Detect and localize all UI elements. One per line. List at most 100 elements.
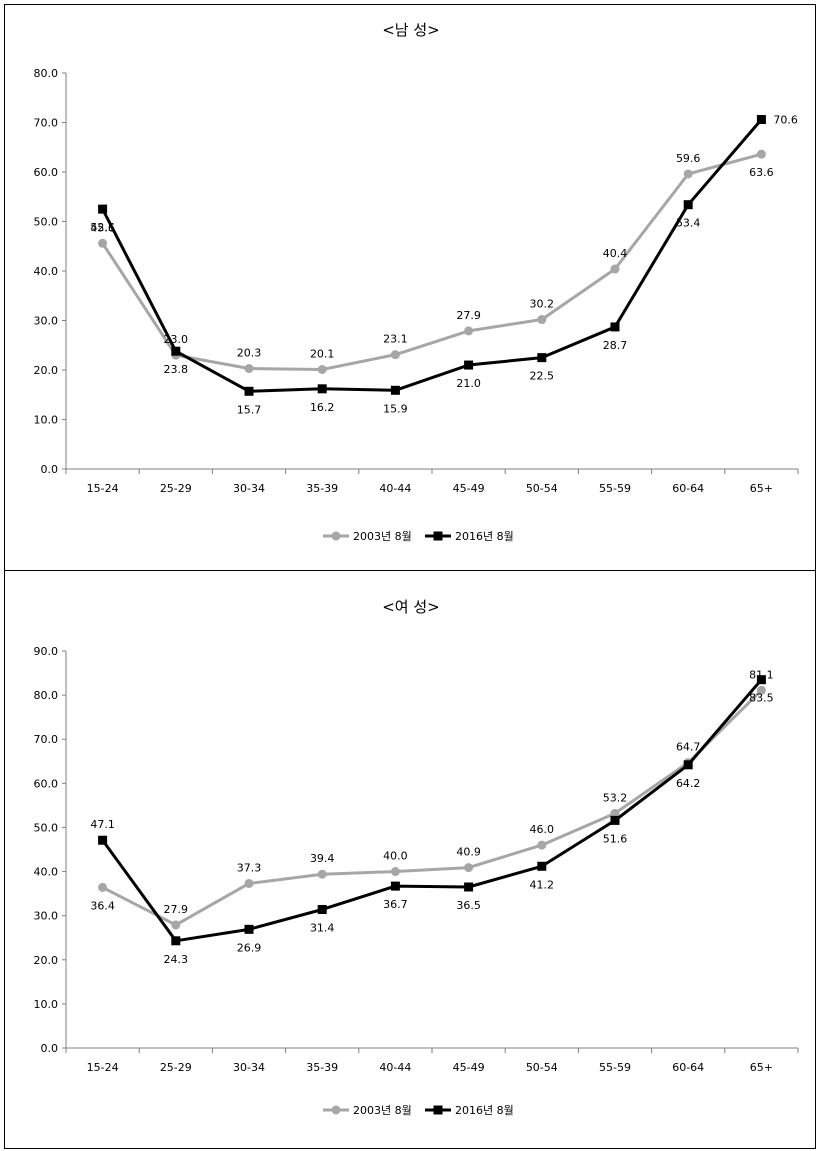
x-tick-label: 55-59 xyxy=(599,482,631,495)
data-label: 22.5 xyxy=(530,370,555,383)
data-point-2016 xyxy=(610,815,620,825)
series-line-2 xyxy=(101,678,763,943)
x-tick-label: 65+ xyxy=(750,1061,773,1074)
data-point-2016 xyxy=(537,861,547,871)
data-point-2003 xyxy=(390,867,400,877)
data-label: 53.4 xyxy=(676,217,701,230)
data-point-2003 xyxy=(464,863,474,873)
legend-label: 2016년 8월 xyxy=(455,530,514,543)
legend-label: 2016년 8월 xyxy=(455,1104,514,1117)
data-point-2003 xyxy=(317,869,327,879)
data-point-2016 xyxy=(390,385,400,395)
data-label: 20.3 xyxy=(237,347,262,360)
x-tick-label: 40-44 xyxy=(379,482,411,495)
legend-marker-square xyxy=(433,1105,443,1115)
data-point-2016 xyxy=(390,881,400,891)
y-tick-label: 80.0 xyxy=(34,67,59,80)
data-label: 39.4 xyxy=(310,852,335,865)
data-label: 21.0 xyxy=(456,377,481,390)
data-point-2003 xyxy=(756,685,766,695)
x-tick-label: 60-64 xyxy=(672,482,704,495)
data-point-2003 xyxy=(390,350,400,360)
data-label: 52.5 xyxy=(90,221,115,234)
x-tick-label: 50-54 xyxy=(526,1061,558,1074)
data-label: 40.4 xyxy=(603,247,628,260)
y-tick-label: 0.0 xyxy=(41,463,59,476)
data-point-2003 xyxy=(756,149,766,159)
data-point-2003 xyxy=(610,264,620,274)
data-label: 26.9 xyxy=(237,941,262,954)
data-label: 16.2 xyxy=(310,401,335,414)
data-label: 31.4 xyxy=(310,921,335,934)
data-label: 81.1 xyxy=(749,668,774,681)
y-tick-label: 70.0 xyxy=(34,733,59,746)
x-tick-label: 35-39 xyxy=(306,482,338,495)
x-tick-label: 35-39 xyxy=(306,1061,338,1074)
chart-title: <여 성> xyxy=(382,598,440,616)
data-label: 36.4 xyxy=(90,899,115,912)
data-point-2016 xyxy=(464,882,474,892)
x-tick-label: 30-34 xyxy=(233,482,265,495)
data-point-2016 xyxy=(171,936,181,946)
data-label: 15.9 xyxy=(383,402,408,415)
data-label: 40.9 xyxy=(456,846,481,859)
data-point-2016 xyxy=(756,675,766,685)
data-point-2016 xyxy=(610,322,620,332)
x-tick-label: 55-59 xyxy=(599,1061,631,1074)
chart-male: <남 성> 0.0 10.0 20.0 30.0 40.0 50.0 60.0 70.0 80.0… xyxy=(34,21,799,543)
data-label: 47.1 xyxy=(90,818,115,831)
data-point-2016 xyxy=(683,760,693,770)
data-point-2003 xyxy=(171,920,181,930)
data-label: 30.2 xyxy=(530,298,555,311)
x-tick-label: 45-49 xyxy=(453,1061,485,1074)
y-tick-label: 90.0 xyxy=(34,645,59,658)
data-point-2003 xyxy=(610,808,620,818)
data-label: 51.6 xyxy=(603,832,628,845)
data-label: 27.9 xyxy=(456,309,481,322)
data-point-2016 xyxy=(317,384,327,394)
y-tick-label: 30.0 xyxy=(34,315,59,328)
y-tick-label: 40.0 xyxy=(34,265,59,278)
y-tick-label: 60.0 xyxy=(34,777,59,790)
data-label: 63.6 xyxy=(749,166,774,179)
series-line-2 xyxy=(101,118,763,393)
data-point-2016 xyxy=(464,360,474,370)
data-point-2003 xyxy=(98,238,108,248)
data-label: 36.5 xyxy=(456,899,481,912)
y-tick-label: 10.0 xyxy=(34,414,59,427)
data-label: 23.0 xyxy=(164,333,189,346)
x-tick-label: 40-44 xyxy=(379,1061,411,1074)
x-tick-label: 65+ xyxy=(750,482,773,495)
data-point-2016 xyxy=(317,904,327,914)
data-point-2003 xyxy=(537,315,547,325)
y-tick-label: 70.0 xyxy=(34,117,59,130)
legend-marker-circle xyxy=(331,1105,341,1115)
data-point-2016 xyxy=(98,204,108,214)
data-point-2016 xyxy=(171,346,181,356)
chart-title: <남 성> xyxy=(382,21,440,39)
data-label: 46.0 xyxy=(530,823,555,836)
data-point-2003 xyxy=(464,326,474,336)
y-tick-label: 40.0 xyxy=(34,866,59,879)
data-label: 40.0 xyxy=(383,850,408,863)
y-tick-label: 30.0 xyxy=(34,910,59,923)
legend-marker-square xyxy=(433,531,443,541)
y-tick-label: 10.0 xyxy=(34,998,59,1011)
data-label: 36.7 xyxy=(383,898,408,911)
legend-label: 2003년 8월 xyxy=(353,530,412,543)
series-line-1 xyxy=(101,689,763,927)
data-label: 23.1 xyxy=(383,333,408,346)
data-label: 59.6 xyxy=(676,152,701,165)
x-tick-label: 15-24 xyxy=(87,1061,119,1074)
data-point-2003 xyxy=(244,364,254,374)
x-tick-label: 15-24 xyxy=(87,482,119,495)
data-point-2003 xyxy=(98,882,108,892)
data-point-2003 xyxy=(537,840,547,850)
data-label: 23.8 xyxy=(164,363,189,376)
data-point-2016 xyxy=(756,115,766,125)
chart-female: <여 성> 0.0 10.0 20.0 30.0 40.0 50.0 60.0 70.0 80.0… xyxy=(34,598,799,1117)
data-point-2003 xyxy=(683,169,693,179)
x-tick-label: 25-29 xyxy=(160,482,192,495)
data-label: 28.7 xyxy=(603,339,628,352)
data-label: 24.3 xyxy=(164,953,189,966)
